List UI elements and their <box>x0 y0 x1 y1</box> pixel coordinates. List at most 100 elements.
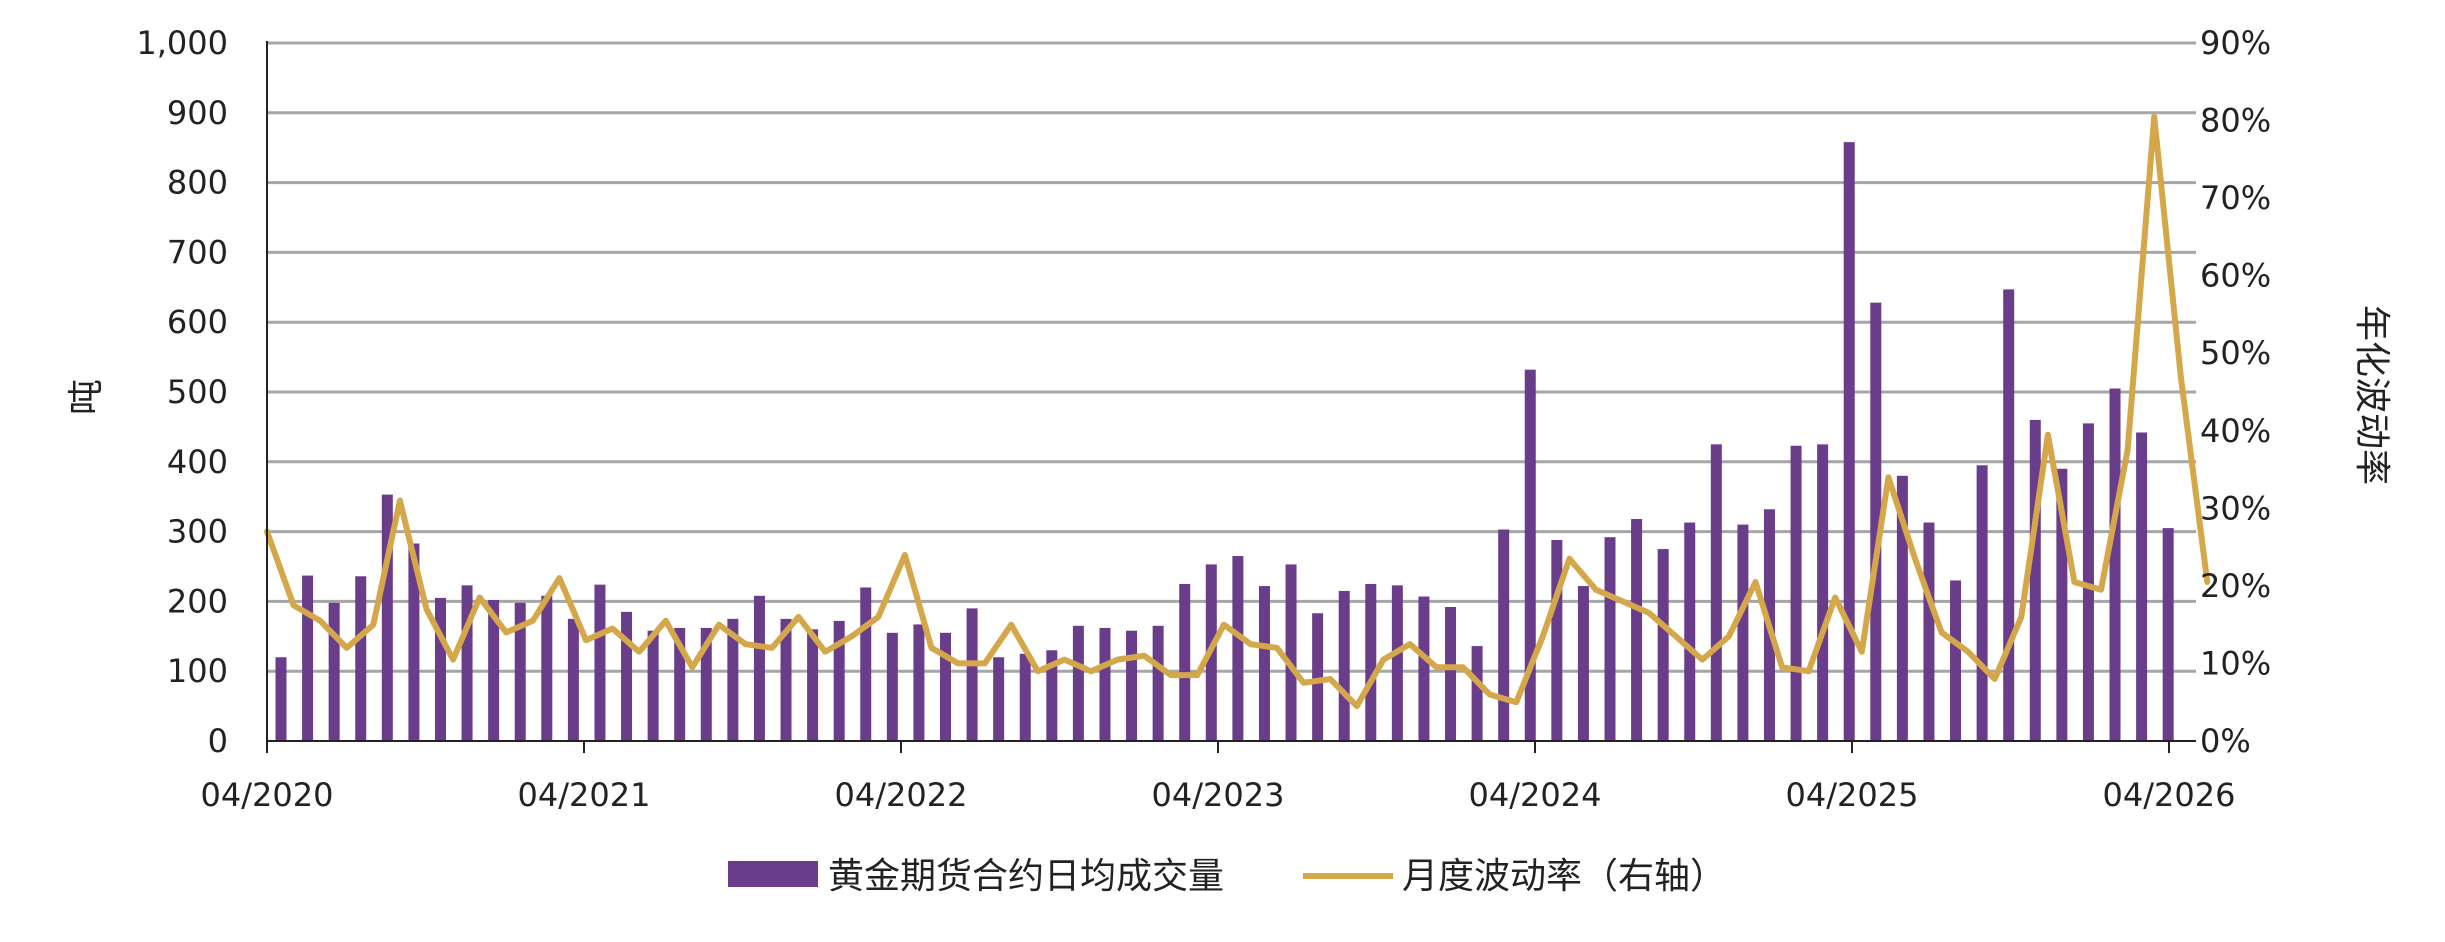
y2-tick-label: 80% <box>2200 102 2271 140</box>
y-tick-label: 600 <box>167 303 228 341</box>
bar <box>1391 585 1403 741</box>
bar <box>1445 606 1457 741</box>
bar <box>833 620 845 741</box>
y-axis-title: 吨 <box>66 379 107 415</box>
bar <box>727 618 739 741</box>
bar <box>408 543 420 741</box>
y2-tick-label: 0% <box>2200 722 2251 760</box>
bar <box>488 600 500 741</box>
gridlines <box>267 41 2196 673</box>
bar <box>355 576 367 741</box>
bar <box>2082 423 2094 741</box>
bar <box>2029 419 2041 741</box>
y-tick-label: 1,000 <box>136 24 228 62</box>
y2-tick-label: 60% <box>2200 257 2271 295</box>
y2-tick-label: 20% <box>2200 567 2271 605</box>
bar <box>434 597 446 741</box>
bar-series <box>275 142 2174 742</box>
bar <box>621 611 633 741</box>
y2-tick-label: 30% <box>2200 489 2271 527</box>
bar <box>1258 586 1270 741</box>
y2-tick-label: 50% <box>2200 334 2271 372</box>
axes <box>266 41 2196 753</box>
bar <box>461 585 473 741</box>
y-tick-label: 700 <box>167 233 228 271</box>
bar <box>1790 445 1802 741</box>
bar <box>594 584 606 741</box>
bar <box>1710 444 1722 741</box>
y-axis-tick-labels: 0 100 200 300 400 500 600 700 800 900 1,000 <box>136 24 228 760</box>
bar <box>275 657 287 741</box>
legend-swatch-bar <box>728 861 818 887</box>
bar <box>886 632 898 741</box>
y2-axis-title: 年化波动率 <box>2351 305 2392 485</box>
y-tick-label: 300 <box>167 513 228 551</box>
bar <box>1019 653 1031 741</box>
legend-label-bar: 黄金期货合约日均成交量 <box>828 856 1224 897</box>
bar <box>1152 625 1164 741</box>
y2-axis-tick-labels: 0% 10% 20% 30% 40% 50% 60% 70% 80% 90% <box>2200 24 2271 760</box>
y2-tick-label: 40% <box>2200 412 2271 450</box>
bar <box>807 629 819 741</box>
bar <box>2056 468 2068 741</box>
bar <box>1684 522 1696 741</box>
y-tick-label: 200 <box>167 582 228 620</box>
bar <box>567 618 579 741</box>
bar <box>1046 650 1058 741</box>
bar <box>1072 625 1084 741</box>
bar <box>1312 613 1324 741</box>
x-axis-tick-labels: 04/2020 04/2021 04/2022 04/2023 04/2024 04/20… <box>201 776 2236 814</box>
bar <box>1976 465 1988 741</box>
bar <box>2162 528 2174 741</box>
bar <box>302 575 314 741</box>
bar <box>1365 583 1377 741</box>
bar <box>1817 444 1829 741</box>
x-tick-label: 04/2021 <box>518 776 651 814</box>
y-tick-label: 500 <box>167 373 228 411</box>
bar <box>647 630 659 741</box>
bar <box>780 618 792 741</box>
bar <box>1631 519 1643 741</box>
bar <box>1126 630 1138 741</box>
bar <box>2003 289 2015 741</box>
x-tick-label: 04/2024 <box>1469 776 1602 814</box>
bar <box>2109 388 2121 741</box>
bar <box>1418 596 1430 741</box>
bar <box>1498 529 1510 741</box>
bar <box>1737 524 1749 741</box>
line-series <box>264 113 2211 710</box>
bar <box>2136 432 2148 741</box>
bar <box>1577 586 1589 741</box>
y-tick-label: 800 <box>167 164 228 202</box>
bar <box>381 494 393 741</box>
legend: 黄金期货合约日均成交量 月度波动率（右轴） <box>728 856 1726 897</box>
bar <box>1657 549 1669 741</box>
y2-tick-label: 10% <box>2200 644 2271 682</box>
bar <box>1551 539 1563 741</box>
bar <box>1232 556 1244 741</box>
bar <box>1896 475 1908 741</box>
x-tick-label: 04/2023 <box>1152 776 1285 814</box>
legend-label-line: 月度波动率（右轴） <box>1402 856 1726 897</box>
bar <box>1604 537 1616 741</box>
bar <box>993 657 1005 741</box>
y-tick-label: 100 <box>167 652 228 690</box>
bar <box>913 624 925 741</box>
bar <box>1471 646 1483 741</box>
bar <box>1950 580 1962 741</box>
y2-tick-label: 70% <box>2200 179 2271 217</box>
bar <box>940 632 951 741</box>
bar <box>700 627 712 741</box>
bar <box>1923 522 1935 741</box>
x-tick-label: 04/2026 <box>2103 776 2236 814</box>
bar <box>514 602 526 741</box>
y2-tick-label: 90% <box>2200 24 2271 62</box>
x-tick-label: 04/2020 <box>201 776 334 814</box>
bar <box>1338 590 1350 741</box>
x-tick-label: 04/2025 <box>1786 776 1919 814</box>
bar <box>1870 302 1882 741</box>
y-tick-label: 400 <box>167 443 228 481</box>
bar <box>1099 627 1111 741</box>
x-tick-label: 04/2022 <box>835 776 968 814</box>
